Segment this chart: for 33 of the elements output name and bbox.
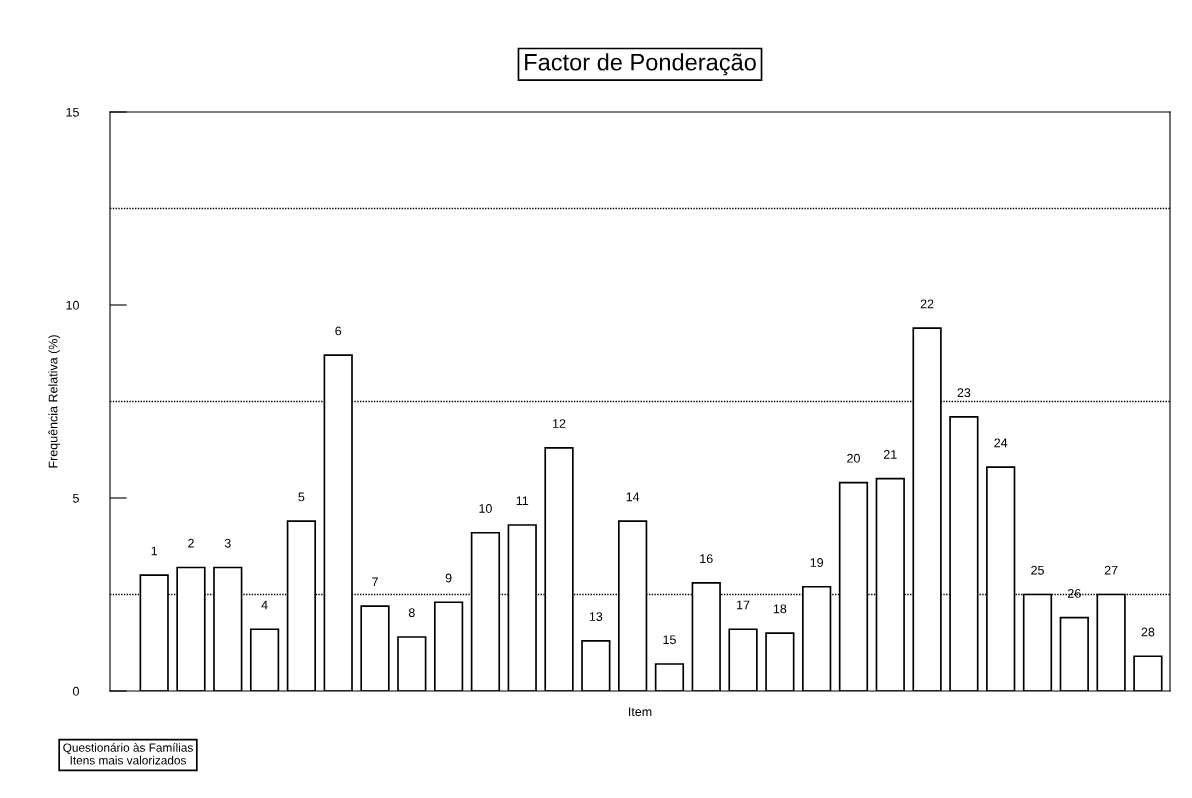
x-tick-label: 26 <box>1067 588 1081 598</box>
x-tick-label: 17 <box>737 600 750 610</box>
y-tick-label: 10 <box>66 300 79 310</box>
x-tick-label: 12 <box>553 419 566 428</box>
x-tick-label: 23 <box>957 388 971 398</box>
x-tick-label: 25 <box>1031 565 1044 575</box>
x-tick-label: 4 <box>261 600 268 610</box>
x-tick-label: 2 <box>188 538 194 548</box>
x-tick-label: 24 <box>994 438 1008 448</box>
x-tick-label: 6 <box>335 326 342 336</box>
x-tick-label: 1 <box>151 546 158 556</box>
x-tick-label: 8 <box>408 608 415 618</box>
x-tick-label: 19 <box>810 558 824 567</box>
x-tick-label: 27 <box>1104 565 1118 575</box>
x-tick-label: 13 <box>589 612 603 621</box>
y-tick-label: 0 <box>72 686 79 696</box>
x-tick-label: 18 <box>773 604 787 614</box>
x-tick-label: 5 <box>298 492 305 502</box>
text: Questionário às Famílias Itens mais valorizados <box>63 743 193 765</box>
y-tick-label: 15 <box>66 107 79 117</box>
x-tick-label: 21 <box>883 450 897 459</box>
x-tick-label: 7 <box>372 577 378 587</box>
x-tick-label: 9 <box>445 573 452 583</box>
x-tick-label: 3 <box>224 538 231 548</box>
x-tick-label: 28 <box>1141 627 1155 637</box>
chart-title: Factor de Ponderação <box>525 53 756 76</box>
x-tick-label: 11 <box>516 496 529 506</box>
x-tick-label: 16 <box>700 554 713 564</box>
x-axis-title: Item <box>629 707 652 717</box>
x-tick-label: 20 <box>847 453 860 463</box>
y-axis-title: Frequência Relativa (%) <box>48 335 60 468</box>
x-tick-label: 22 <box>920 299 934 309</box>
x-tick-label: 14 <box>626 492 640 502</box>
